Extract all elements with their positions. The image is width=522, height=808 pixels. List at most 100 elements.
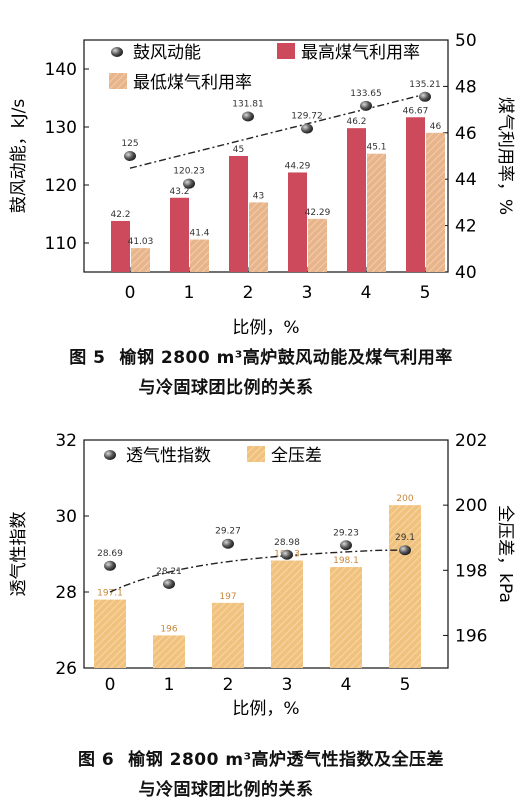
bar-1 xyxy=(111,220,130,272)
bar-label: 200 xyxy=(396,494,413,504)
bar-1 xyxy=(229,156,248,272)
x-tick-label: 2 xyxy=(223,675,234,695)
bar-label: 42.2 xyxy=(110,210,130,220)
scatter-point xyxy=(242,111,254,122)
legend-label: 鼓风动能 xyxy=(133,43,201,63)
point-label: 28.21 xyxy=(156,567,182,577)
legend-label: 最高煤气利用率 xyxy=(301,43,420,63)
bar-label: 198.1 xyxy=(333,556,359,566)
point-label: 133.65 xyxy=(350,89,382,99)
bar-2 xyxy=(249,202,268,272)
legend-marker xyxy=(111,47,123,57)
point-label: 29.27 xyxy=(215,527,241,537)
bar-label: 196 xyxy=(160,624,177,634)
x-tick-label: 4 xyxy=(341,675,352,695)
y-tick-label: 26 xyxy=(55,659,77,679)
bar-label: 45 xyxy=(233,145,244,155)
y2-tick-label: 50 xyxy=(455,31,477,51)
caption-5: 图 5 榆钢 2800 m³高炉鼓风动能及煤气利用率 与冷固球团比例的关系 xyxy=(0,343,522,403)
x-tick-label: 1 xyxy=(164,675,175,695)
caption-5-line2: 与冷固球团比例的关系 xyxy=(138,378,314,398)
legend-marker xyxy=(104,450,116,460)
bar-1 xyxy=(94,599,126,668)
scatter-point xyxy=(340,540,352,551)
bar-label: 41.03 xyxy=(128,237,154,247)
y-tick-label: 28 xyxy=(55,583,77,603)
scatter-point xyxy=(124,151,136,161)
point-label: 129.72 xyxy=(291,112,323,122)
bar-2 xyxy=(426,132,445,272)
figure-6: 26 28 30 32 196 198 200 202 0 1 2 3 4 5 比例，% 透气性指数 全压差，k… xyxy=(0,410,522,808)
x-axis-title: 比例，% xyxy=(232,318,299,338)
x-tick-label: 3 xyxy=(282,675,293,695)
bar-1 xyxy=(153,635,185,668)
x-tick-label: 0 xyxy=(125,283,136,303)
y-tick-label: 140 xyxy=(45,60,77,80)
point-label: 28.69 xyxy=(97,549,123,559)
y2-tick-label: 40 xyxy=(455,263,477,283)
bar-2 xyxy=(131,248,150,272)
bar-label: 41.4 xyxy=(189,229,209,239)
bar-label: 43 xyxy=(253,191,264,201)
scatter-point xyxy=(301,123,313,134)
legend-label: 最低煤气利用率 xyxy=(133,73,252,93)
caption-5-number: 图 5 xyxy=(69,348,106,368)
scatter-point xyxy=(222,538,234,549)
y-axis-title: 鼓风动能，kJ/s xyxy=(9,99,29,214)
y-tick-label: 110 xyxy=(45,234,77,254)
y2-tick-label: 44 xyxy=(455,170,477,190)
y2-tick-label: 196 xyxy=(455,626,487,646)
caption-5-line1: 榆钢 2800 m³高炉鼓风动能及煤气利用率 xyxy=(119,348,453,368)
bar-2 xyxy=(367,153,386,272)
caption-6-line1: 榆钢 2800 m³高炉透气性指数及全压差 xyxy=(128,750,445,770)
legend-swatch xyxy=(109,73,127,89)
x-tick-label: 0 xyxy=(105,675,116,695)
x-tick-label: 5 xyxy=(420,283,431,303)
x-tick-label: 5 xyxy=(400,675,411,695)
bar-label: 46 xyxy=(430,122,442,132)
caption-6-line2: 与冷固球团比例的关系 xyxy=(138,780,314,800)
bar-1 xyxy=(406,117,425,272)
y2-tick-label: 46 xyxy=(455,124,477,144)
y-axis-title: 透气性指数 xyxy=(9,512,29,597)
bar-1 xyxy=(212,602,244,668)
bar-label: 46.2 xyxy=(346,117,366,127)
point-label: 125 xyxy=(121,139,138,149)
y2-tick-label: 198 xyxy=(455,561,487,581)
bar-1 xyxy=(288,172,307,272)
legend-label: 全压差 xyxy=(271,446,322,466)
x-tick-label: 3 xyxy=(302,283,313,303)
scatter-point xyxy=(360,100,372,111)
point-label: 131.81 xyxy=(232,100,264,110)
legend-label: 透气性指数 xyxy=(126,446,211,466)
bar-label: 45.1 xyxy=(366,143,386,153)
scatter-point xyxy=(183,178,195,189)
bar-label: 44.29 xyxy=(285,161,311,171)
scatter-point xyxy=(281,549,293,560)
bar-1 xyxy=(389,505,421,668)
x-tick-label: 2 xyxy=(243,283,254,303)
bar-1 xyxy=(170,197,189,272)
scatter-point xyxy=(104,560,116,571)
y2-axis-title: 全压差，kPa xyxy=(495,505,515,603)
bar-1 xyxy=(271,560,303,668)
x-tick-label: 1 xyxy=(184,283,195,303)
point-label: 29.23 xyxy=(333,528,359,538)
bar-label: 43.2 xyxy=(169,187,189,197)
y2-axis-title: 煤气利用率，% xyxy=(495,97,515,215)
x-axis-title: 比例，% xyxy=(232,699,299,719)
point-label: 135.21 xyxy=(409,80,441,90)
bar-label: 197 xyxy=(219,592,236,602)
caption-6-number: 图 6 xyxy=(77,750,115,770)
bar-label: 197.1 xyxy=(97,589,123,599)
bar-1 xyxy=(330,567,362,668)
bar-label: 46.67 xyxy=(403,106,429,116)
y2-tick-label: 42 xyxy=(455,217,477,237)
legend-swatch xyxy=(247,446,265,462)
plot-frame xyxy=(83,439,449,669)
y-tick-label: 130 xyxy=(45,118,77,138)
bar-label: 42.29 xyxy=(305,208,331,218)
scatter-point xyxy=(419,91,431,102)
